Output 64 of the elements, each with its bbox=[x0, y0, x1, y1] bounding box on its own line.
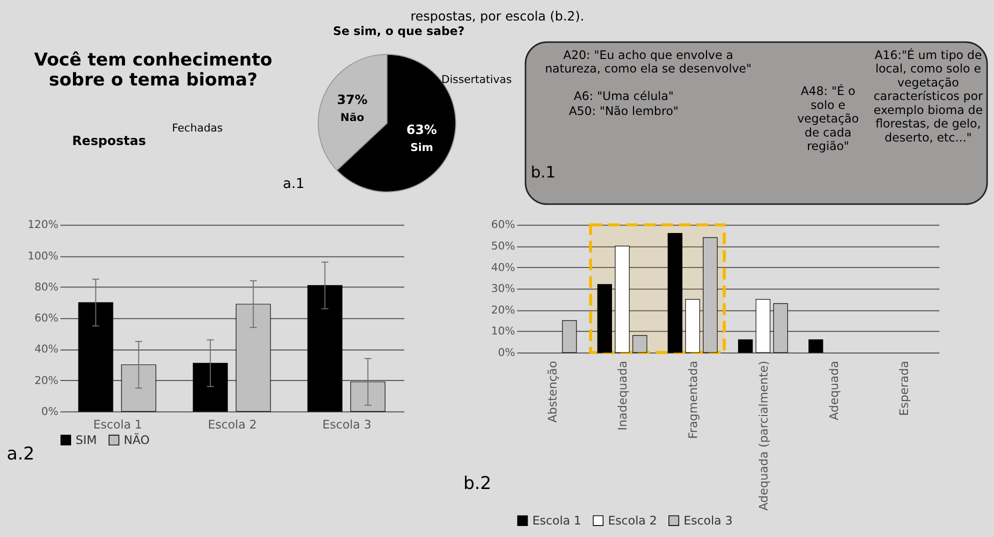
legend-label: Escola 2 bbox=[608, 514, 657, 528]
bar bbox=[78, 302, 114, 412]
bar bbox=[192, 362, 228, 412]
x-tick-label: Fragmentada bbox=[686, 360, 700, 439]
legend-label: SIM bbox=[76, 433, 97, 448]
bar bbox=[632, 335, 648, 353]
chart-title: Se sim, o que sabe? bbox=[332, 24, 465, 38]
bar bbox=[307, 285, 342, 412]
x-tick-label: Inadequada bbox=[616, 360, 630, 431]
y-tick-label: 30% bbox=[491, 282, 516, 296]
bar bbox=[597, 284, 612, 353]
x-tick-label: Escola 1 bbox=[93, 418, 142, 432]
text: b.1 bbox=[530, 162, 556, 182]
y-tick-label: 60% bbox=[491, 218, 516, 232]
x-tick-label: Esperada bbox=[897, 360, 912, 416]
bar bbox=[702, 237, 718, 353]
bar bbox=[668, 233, 682, 353]
y-tick-label: 40% bbox=[491, 260, 516, 274]
bar bbox=[236, 304, 271, 412]
y-tick-label: 0% bbox=[498, 346, 516, 359]
y-tick-label: 10% bbox=[491, 324, 516, 338]
legend-label: Escola 1 bbox=[532, 514, 582, 528]
y-tick-label: 0% bbox=[41, 404, 58, 418]
bar bbox=[773, 303, 788, 353]
y-tick-label: 120% bbox=[28, 218, 58, 232]
y-tick-label: 20% bbox=[491, 303, 516, 316]
bar bbox=[614, 246, 630, 353]
x-tick-label: Adequada bbox=[826, 360, 841, 420]
text: Você tem conhecimento sobre o tema bioma? bbox=[34, 50, 272, 90]
y-tick-label: 80% bbox=[34, 280, 58, 294]
legend-label: NÃO bbox=[124, 433, 150, 448]
x-tick-label: Escola 3 bbox=[322, 418, 372, 432]
text: Dissertativas bbox=[441, 72, 512, 86]
text: A20: "Eu acho que envolve a natureza, como ela se desenvolve" bbox=[544, 48, 752, 76]
text: A50: "Não lembro" bbox=[568, 104, 679, 118]
text: A6: "Uma célula" bbox=[574, 89, 674, 104]
slice-label: Sim bbox=[410, 140, 434, 154]
bar bbox=[756, 298, 770, 353]
x-tick-label: Escola 2 bbox=[208, 418, 257, 432]
legend-label: Escola 3 bbox=[684, 514, 733, 528]
text: Fechadas bbox=[172, 121, 224, 134]
bar bbox=[350, 382, 386, 412]
text: A48: "É o solo e vegetação de cada região" bbox=[797, 84, 859, 154]
data-label: 37% bbox=[337, 93, 368, 108]
y-tick-label: 50% bbox=[491, 240, 516, 253]
text: a.1 bbox=[282, 176, 304, 192]
text: A16:"É um tipo de local, como solo e vegetação característicos por exemplo bioma de florestas, de gelo, deserto, etc..." bbox=[874, 48, 983, 144]
x-tick-label: Abstenção bbox=[545, 360, 560, 423]
data-label: 63% bbox=[406, 123, 438, 138]
bar bbox=[685, 298, 700, 353]
text: a.2 bbox=[6, 444, 34, 465]
bar bbox=[738, 339, 753, 353]
bar bbox=[121, 364, 156, 412]
bar bbox=[562, 320, 577, 353]
bar bbox=[808, 339, 824, 353]
y-tick-label: 20% bbox=[34, 374, 58, 387]
y-tick-label: 60% bbox=[34, 312, 58, 325]
y-tick-label: 100% bbox=[28, 249, 58, 262]
text: respostas, por escola (b.2). bbox=[410, 10, 584, 24]
y-tick-label: 40% bbox=[34, 342, 58, 356]
text: b.2 bbox=[463, 474, 492, 494]
x-tick-label: Adequada (parcialmente) bbox=[756, 360, 770, 511]
text: Respostas bbox=[72, 134, 146, 150]
slice-label: Não bbox=[340, 110, 364, 124]
